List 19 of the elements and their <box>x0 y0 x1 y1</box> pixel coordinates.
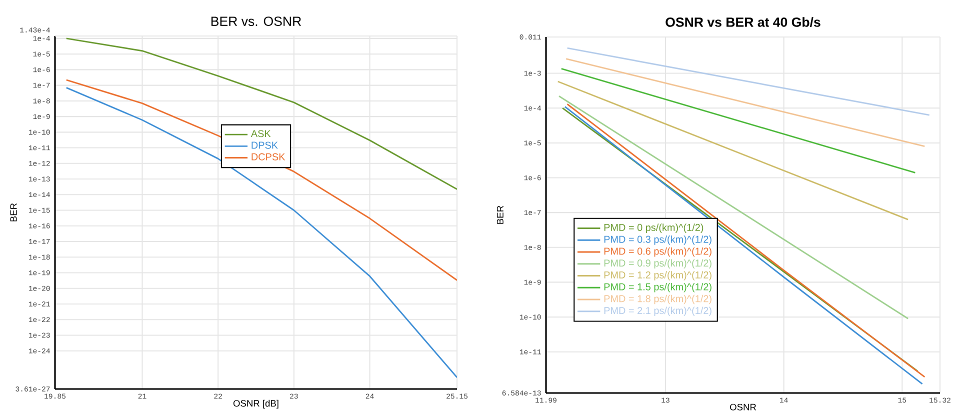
legend-label: PMD = 0.6 ps/(km)^(1/2) <box>604 247 712 257</box>
line-series <box>66 38 458 190</box>
legend-label: PMD = 0.3 ps/(km)^(1/2) <box>604 236 712 245</box>
y-axis-title: BER <box>10 203 17 222</box>
legend-label: PMD = 1.8 ps/(km)^(1/2) <box>604 294 712 304</box>
chart-title: OSNR vs BER at 40 Gb/s <box>666 17 820 27</box>
legend-label: DPSK <box>252 142 278 149</box>
y-axis-title: BER <box>496 206 504 224</box>
legend-label: PMD = 0 ps/(km)^(1/2) <box>604 224 704 233</box>
legend-label: ASK <box>250 130 271 138</box>
line-series <box>66 86 458 378</box>
chart-title: BER vs. OSNR <box>211 16 302 26</box>
legend-label: DCPSK <box>252 153 286 160</box>
legend-label: PMD = 2.1 ps/(km)^(1/2) <box>604 306 712 316</box>
legend-label: PMD = 1.2 ps/(km)^(1/2) <box>604 271 712 280</box>
x-axis-title: OSNR <box>730 404 756 410</box>
legend-label: PMD = 0.9 ps/(km)^(1/2) <box>604 259 712 269</box>
legend-label: PMD = 1.5 ps/(km)^(1/2) <box>604 283 712 292</box>
x-axis-title: OSNR [dB] <box>233 400 278 408</box>
